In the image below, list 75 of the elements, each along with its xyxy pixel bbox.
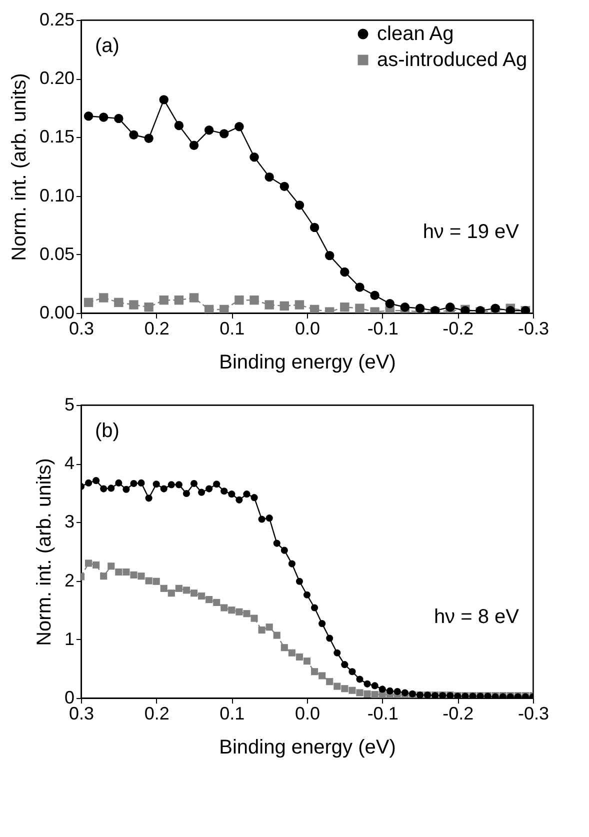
annotation: hν = 19 eV — [422, 221, 520, 243]
y-tick-label: 0.20 — [39, 68, 74, 88]
point — [144, 134, 154, 143]
point — [355, 282, 364, 292]
point — [98, 293, 108, 302]
point — [159, 95, 168, 104]
point — [84, 112, 94, 121]
point — [220, 304, 229, 313]
point — [370, 290, 380, 300]
x-tick-label: -0.2 — [442, 318, 474, 338]
y-tick-label: 0.15 — [39, 126, 74, 147]
point — [129, 130, 138, 140]
legend-label: clean Ag — [377, 23, 454, 45]
point — [280, 301, 290, 311]
point — [250, 296, 259, 305]
point — [84, 298, 94, 308]
point — [415, 304, 425, 313]
y-tick-label: 0.10 — [39, 185, 74, 206]
point — [174, 120, 184, 130]
y-axis-title: Norm. int. (arb. units) — [33, 458, 56, 646]
point — [220, 129, 229, 138]
annotation: (b) — [95, 420, 120, 442]
point — [234, 122, 244, 132]
point — [234, 296, 244, 305]
point — [189, 293, 199, 302]
x-tick-label: 0.2 — [144, 318, 170, 338]
point — [264, 172, 274, 182]
point — [129, 300, 138, 310]
y-tick-label: 0.25 — [39, 10, 74, 30]
point — [204, 126, 214, 135]
x-tick-label: 0.0 — [294, 318, 320, 338]
x-tick-label: -0.1 — [367, 704, 398, 724]
x-axis-title: Binding energy (eV) — [219, 736, 396, 758]
point — [294, 200, 304, 210]
x-tick-label: -0.3 — [518, 704, 550, 724]
y-tick-label: 5 — [64, 394, 74, 414]
point — [490, 304, 500, 313]
x-tick-label: 0.2 — [144, 704, 170, 724]
x-tick-label: -0.3 — [518, 318, 550, 338]
x-axis-title: Binding energy (eV) — [219, 352, 396, 374]
point — [159, 296, 168, 305]
point — [264, 300, 274, 310]
point — [340, 267, 350, 277]
point — [324, 250, 334, 260]
point — [340, 302, 350, 312]
legend-label: as-introduced Ag — [377, 49, 528, 71]
y-tick-label: 1 — [64, 628, 74, 649]
point — [400, 302, 410, 312]
point — [114, 114, 124, 124]
point — [174, 296, 184, 305]
point — [250, 152, 259, 162]
annotation: (a) — [95, 35, 120, 57]
x-tick-label: 0.1 — [220, 318, 245, 338]
y-tick-label: 2 — [64, 570, 74, 590]
x-tick-label: -0.2 — [442, 704, 474, 724]
point — [355, 304, 364, 313]
x-tick-label: -0.1 — [367, 318, 398, 338]
x-tick-label: 0.1 — [220, 704, 245, 724]
point — [114, 298, 124, 308]
point — [144, 302, 154, 312]
point — [98, 112, 108, 122]
point — [446, 302, 455, 312]
point — [294, 300, 304, 310]
point — [280, 182, 290, 192]
y-tick-label: 4 — [64, 453, 74, 474]
y-tick-label: 3 — [64, 512, 74, 532]
point — [310, 304, 320, 313]
point — [204, 304, 214, 313]
point — [385, 299, 394, 308]
point — [189, 140, 199, 150]
x-tick-label: 0.0 — [294, 704, 320, 724]
annotation: hν = 8 eV — [434, 606, 520, 628]
y-tick-label: 0.05 — [39, 244, 74, 264]
y-axis-title: Norm. int. (arb. units) — [8, 73, 30, 261]
point — [310, 222, 320, 232]
